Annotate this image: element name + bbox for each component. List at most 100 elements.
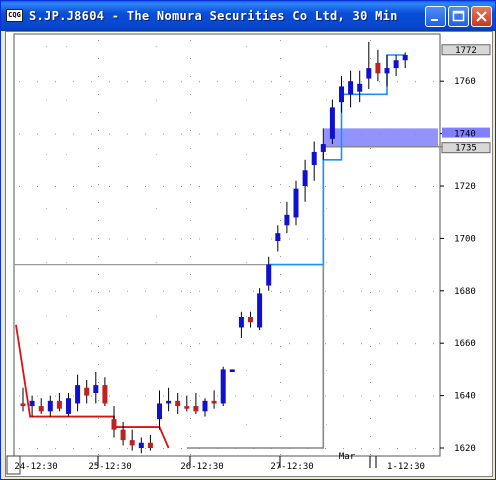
grid-dot — [190, 40, 191, 41]
grid-dot — [46, 208, 47, 209]
grid-dot — [433, 186, 434, 187]
grid-dot — [163, 133, 164, 135]
candle-body — [102, 385, 108, 404]
grid-dot — [397, 343, 398, 345]
grid-dot — [145, 133, 146, 135]
grid-dot — [271, 186, 272, 187]
title-bar[interactable]: CQG S.JP.J8604 - The Nomura Securities C… — [1, 1, 495, 31]
candle-body — [357, 83, 363, 92]
grid-dot — [55, 395, 56, 397]
grid-dot — [156, 316, 157, 317]
last-price-label: 1772 — [455, 46, 477, 56]
grid-dot — [91, 238, 92, 240]
grid-dot — [181, 238, 182, 240]
grid-dot — [127, 448, 128, 449]
close-button[interactable] — [471, 6, 492, 27]
grid-dot — [271, 395, 272, 397]
candle-body — [20, 403, 26, 407]
grid-dot — [379, 343, 380, 345]
grid-dot — [326, 424, 327, 425]
grid-dot — [98, 148, 99, 149]
grid-dot — [181, 186, 182, 187]
candle-body — [193, 406, 199, 412]
grid-dot — [181, 448, 182, 449]
grid-dot — [235, 133, 236, 135]
grid-dot — [307, 238, 308, 240]
grid-dot — [46, 262, 47, 263]
grid-dot — [98, 184, 99, 185]
grid-dot — [98, 166, 99, 167]
grid-dot — [253, 343, 254, 345]
grid-dot — [415, 290, 416, 292]
grid-dot — [145, 395, 146, 397]
grid-dot — [246, 262, 247, 263]
grid-dot — [199, 186, 200, 187]
grid-dot — [98, 256, 99, 257]
grid-dot — [253, 395, 254, 397]
grid-dot — [370, 418, 371, 419]
grid-dot — [326, 370, 327, 371]
grid-dot — [280, 238, 281, 239]
grid-dot — [370, 400, 371, 401]
grid-dot — [280, 454, 281, 455]
grid-dot — [280, 328, 281, 329]
grid-dot — [289, 343, 290, 345]
grid-dot — [361, 448, 362, 449]
grid-dot — [415, 395, 416, 397]
grid-dot — [379, 448, 380, 449]
grid-dot — [379, 290, 380, 292]
candle-body — [166, 400, 172, 404]
grid-dot — [127, 133, 128, 135]
grid-dot — [73, 290, 74, 292]
candle-body — [66, 398, 71, 414]
cqg-app-icon: CQG — [6, 9, 23, 22]
grid-dot — [190, 454, 191, 455]
time-tick-label: 1-12:30 — [387, 462, 425, 472]
grid-dot — [326, 154, 327, 155]
candles — [20, 41, 408, 454]
grid-dot — [163, 290, 164, 292]
grid-dot — [325, 448, 326, 449]
grid-dot — [190, 112, 191, 113]
grid-dot — [190, 148, 191, 149]
grid-dot — [397, 238, 398, 240]
time-tick-label: 26-12:30 — [180, 462, 223, 472]
grid-dot — [190, 256, 191, 257]
grid-dot — [307, 133, 308, 135]
price-tick-label: 1640 — [454, 392, 476, 402]
grid-dot — [343, 395, 344, 397]
grid-dot — [325, 290, 326, 292]
band-price-label: 1740 — [454, 130, 476, 140]
grid-dot — [127, 395, 128, 397]
candlestick-chart[interactable]: 1620164016601680170017201740176017721740… — [6, 32, 492, 476]
grid-dot — [280, 130, 281, 131]
maximize-button[interactable] — [448, 6, 469, 27]
time-tick-label: 24-12:30 — [14, 462, 57, 472]
grid-dot — [370, 238, 371, 239]
candle-body — [266, 264, 272, 286]
grid-dot — [66, 208, 67, 209]
grid-dot — [145, 186, 146, 187]
candle-body — [175, 400, 181, 407]
grid-dot — [91, 448, 92, 449]
minimize-button[interactable] — [425, 6, 446, 27]
candle-body — [84, 387, 90, 396]
grid-dot — [181, 343, 182, 345]
grid-dot — [280, 310, 281, 311]
grid-dot — [343, 186, 344, 187]
price-tick-label: 1720 — [454, 182, 476, 192]
grid-dot — [280, 40, 281, 41]
grid-dot — [280, 346, 281, 347]
grid-dot — [98, 58, 99, 59]
grid-dot — [280, 256, 281, 257]
grid-dot — [235, 395, 236, 397]
grid-dot — [370, 220, 371, 221]
candle-body — [375, 62, 381, 74]
chart-area[interactable]: 1620164016601680170017201740176017721740… — [5, 31, 493, 477]
grid-dot — [190, 130, 191, 131]
grid-dot — [217, 238, 218, 240]
grid-dot — [280, 58, 281, 59]
grid-dot — [253, 290, 254, 292]
grid-dot — [98, 436, 99, 437]
